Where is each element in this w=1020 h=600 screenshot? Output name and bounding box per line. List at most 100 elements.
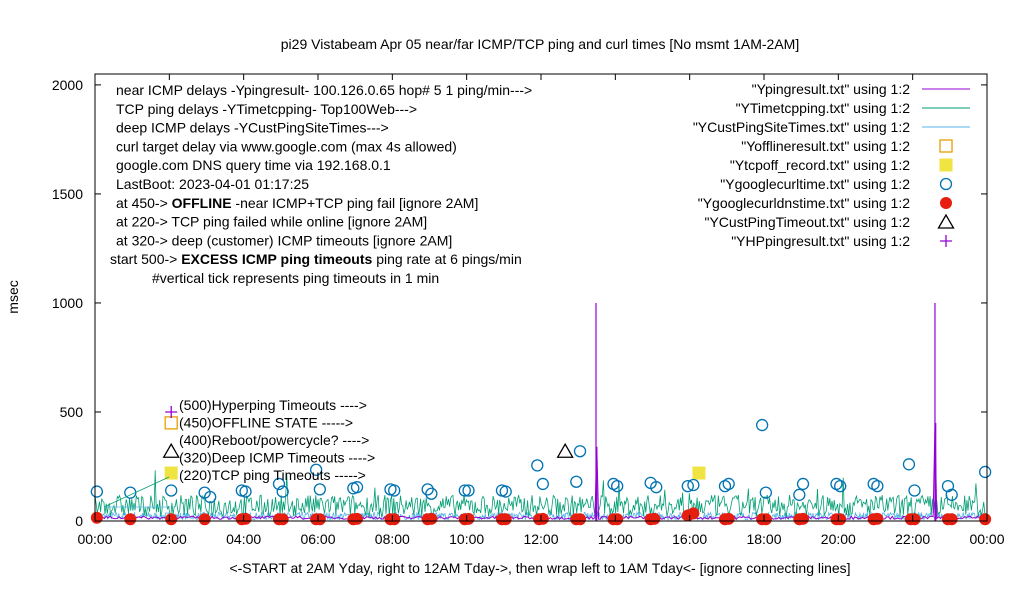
data-point xyxy=(834,513,847,526)
data-point xyxy=(536,512,549,525)
info-line: curl target delay via www.google.com (ma… xyxy=(116,138,457,154)
info-segment-bold: EXCESS ICMP ping timeouts xyxy=(181,251,372,267)
data-point xyxy=(165,405,178,418)
legend: "Ypingresult.txt" using 1:2 "YTimetcpping… xyxy=(693,81,970,249)
data-point xyxy=(648,512,661,525)
axis-ticks: 00:00 02:00 04:00 06:00 08:00 10:00 12:00 14:00… xyxy=(52,74,1005,547)
data-point xyxy=(945,513,958,526)
data-point xyxy=(978,465,992,479)
legend-swatch xyxy=(939,158,953,172)
x-tick-label: 22:00 xyxy=(895,531,930,547)
legend-swatch xyxy=(939,177,953,191)
data-point xyxy=(650,481,663,494)
y-tick-label: 1500 xyxy=(52,186,83,202)
data-point xyxy=(796,477,810,491)
legend-label: "Yofflineresult.txt" using 1:2 xyxy=(741,138,910,154)
info-segment: ping rate at 6 pings/min xyxy=(372,251,521,267)
data-point xyxy=(979,513,992,526)
x-tick-label: 08:00 xyxy=(375,531,410,547)
legend-label: "Ytcpoff_record.txt" using 1:2 xyxy=(730,157,910,173)
x-tick-label: 02:00 xyxy=(152,531,187,547)
data-point xyxy=(574,513,587,526)
x-tick-label: 04:00 xyxy=(226,531,261,547)
info-segment: at 450-> xyxy=(116,195,172,211)
legend-label: "YTimetcpping.txt" using 1:2 xyxy=(736,100,911,116)
info-segment: start 500-> xyxy=(110,251,181,267)
status-line: at 220-> TCP ping failed while online [i… xyxy=(116,214,427,230)
data-point xyxy=(204,490,217,504)
data-point xyxy=(276,485,289,498)
data-point xyxy=(425,512,438,525)
y-tick-label: 2000 xyxy=(52,77,83,93)
offline-line: at 450-> OFFLINE -near ICMP+TCP ping fai… xyxy=(116,195,478,211)
info-line: google.com DNS query time via 192.168.0.… xyxy=(116,157,391,173)
data-point xyxy=(421,483,434,496)
legend-swatch xyxy=(940,197,952,209)
x-tick-label: 14:00 xyxy=(598,531,633,547)
data-point xyxy=(687,507,700,520)
data-point xyxy=(908,484,921,497)
data-point xyxy=(556,442,574,458)
legend-label: "YCustPingTimeout.txt" using 1:2 xyxy=(704,214,910,230)
data-point xyxy=(462,512,475,525)
data-point xyxy=(611,513,624,526)
y-tick-label: 0 xyxy=(75,513,83,529)
data-point xyxy=(313,483,327,496)
data-point xyxy=(309,463,323,476)
info-segment-bold: OFFLINE xyxy=(172,195,232,211)
data-point xyxy=(902,458,916,471)
data-point xyxy=(793,488,806,501)
marker-label: (450)OFFLINE STATE -----> xyxy=(179,415,353,431)
legend-label: "YCustPingSiteTimes.txt" using 1:2 xyxy=(693,119,910,135)
marker-label: (500)Hyperping Timeouts ----> xyxy=(179,397,367,413)
data-point xyxy=(722,512,735,525)
x-tick-label: 18:00 xyxy=(746,531,781,547)
data-point xyxy=(388,484,401,497)
data-point xyxy=(797,512,810,525)
connector-line xyxy=(103,476,170,508)
data-point xyxy=(425,487,438,500)
data-point xyxy=(573,445,587,458)
legend-swatch xyxy=(940,235,952,247)
data-point xyxy=(164,466,178,480)
x-axis-label: <-START at 2AM Yday, right to 12AM Tday-… xyxy=(229,560,850,576)
data-point xyxy=(162,442,180,458)
data-point xyxy=(276,513,289,526)
data-point xyxy=(681,479,694,493)
x-tick-label: 12:00 xyxy=(523,531,558,547)
data-point xyxy=(90,511,103,524)
data-point xyxy=(722,477,735,491)
data-point xyxy=(458,484,471,497)
legend-swatch xyxy=(937,213,955,229)
info-line: LastBoot: 2023-04-01 01:17:25 xyxy=(116,176,309,192)
marker-label: (320)Deep ICMP Timeouts ----> xyxy=(179,450,375,466)
info-line: deep ICMP delays -YCustPingSiteTimes---> xyxy=(116,120,389,136)
data-point xyxy=(908,513,921,526)
series-line-timetcpping xyxy=(94,470,987,518)
x-tick-label: 20:00 xyxy=(821,531,856,547)
info-line: TCP ping delays -YTimetcpping- Top100Web… xyxy=(116,101,417,117)
y-tick-label: 500 xyxy=(60,404,84,420)
tick-note: #vertical tick represents ping timeouts … xyxy=(152,270,439,286)
legend-label: "YHPpingresult.txt" using 1:2 xyxy=(731,233,910,249)
y-tick-label: 1000 xyxy=(52,295,83,311)
data-point xyxy=(536,477,550,491)
data-point xyxy=(313,513,326,526)
data-point xyxy=(239,485,252,498)
data-point xyxy=(165,513,178,526)
data-point xyxy=(834,479,847,493)
data-point xyxy=(124,513,137,526)
x-tick-label: 06:00 xyxy=(300,531,335,547)
x-tick-label: 00:00 xyxy=(77,531,112,547)
data-point xyxy=(350,481,364,494)
info-text: near ICMP delays -Ypingresult- 100.126.0… xyxy=(103,82,532,508)
data-point xyxy=(759,486,773,499)
marker-label: (220)TCP ping Timeouts -----> xyxy=(179,467,366,483)
y-axis-label: msec xyxy=(5,280,21,313)
info-line: near ICMP delays -Ypingresult- 100.126.0… xyxy=(116,82,532,98)
plot-frame xyxy=(94,73,988,522)
legend-swatch xyxy=(939,139,953,153)
data-point xyxy=(462,484,475,497)
data-point xyxy=(198,513,211,526)
